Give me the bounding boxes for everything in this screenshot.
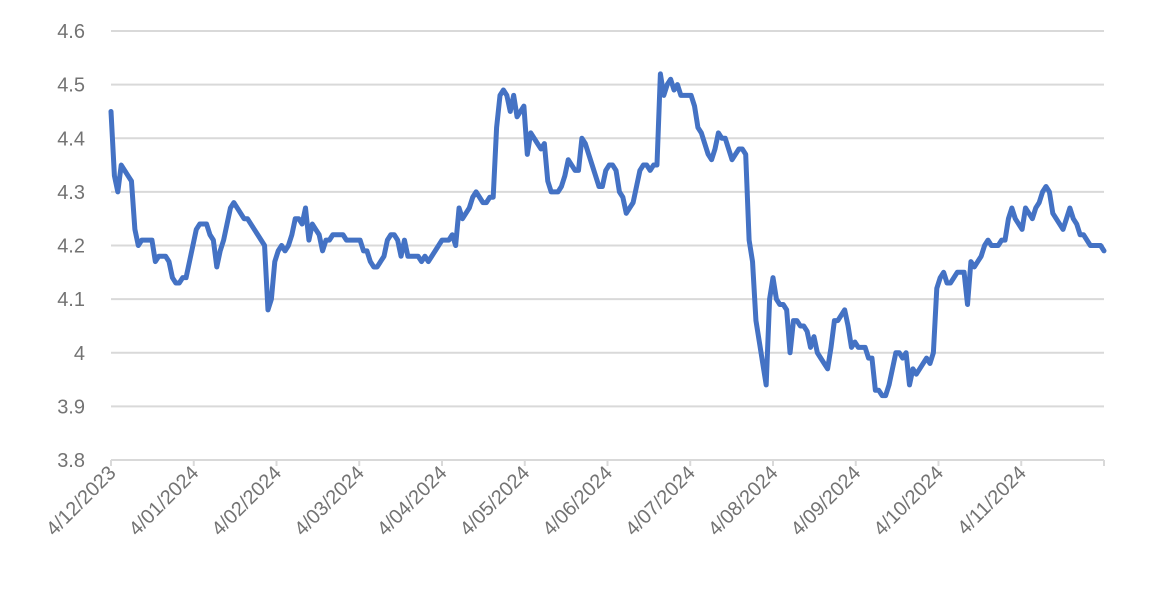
x-axis: 4/12/2023 4/01/2024 4/02/2024 4/03/2024 4/04… <box>42 459 1105 540</box>
x-tick-label: 4/11/2024 <box>953 462 1030 539</box>
x-tick-label: 4/10/2024 <box>870 462 948 540</box>
y-tick-label: 4.6 <box>57 21 85 43</box>
x-tick-label: 4/04/2024 <box>373 462 451 540</box>
x-tick-label: 4/03/2024 <box>290 462 368 540</box>
y-tick-label: 4.2 <box>57 236 85 258</box>
x-tick-label: 4/07/2024 <box>621 462 699 540</box>
y-tick-label: 3.8 <box>57 450 85 472</box>
x-tick-label: 4/06/2024 <box>539 462 617 540</box>
series-layer <box>108 71 1107 399</box>
x-tick-label: 4/12/2023 <box>42 462 120 540</box>
x-tick-label: 4/02/2024 <box>208 462 286 540</box>
x-tick-label: 4/01/2024 <box>125 462 203 540</box>
y-tick-label: 3.9 <box>57 396 85 418</box>
gridlines <box>111 30 1104 408</box>
x-tick-label: 4/05/2024 <box>456 462 534 540</box>
y-tick-label: 4.3 <box>57 182 85 204</box>
series-line <box>108 71 1107 399</box>
y-tick-label: 4.1 <box>57 289 85 311</box>
y-tick-label: 4.5 <box>57 75 85 97</box>
y-axis: 3.8 3.9 4 4.1 4.2 4.3 4.4 4.5 4.6 <box>57 21 85 472</box>
x-tick-label: 4/09/2024 <box>787 462 865 540</box>
x-tick-label: 4/08/2024 <box>704 462 782 540</box>
y-tick-label: 4 <box>74 343 85 365</box>
y-tick-label: 4.4 <box>57 128 85 150</box>
